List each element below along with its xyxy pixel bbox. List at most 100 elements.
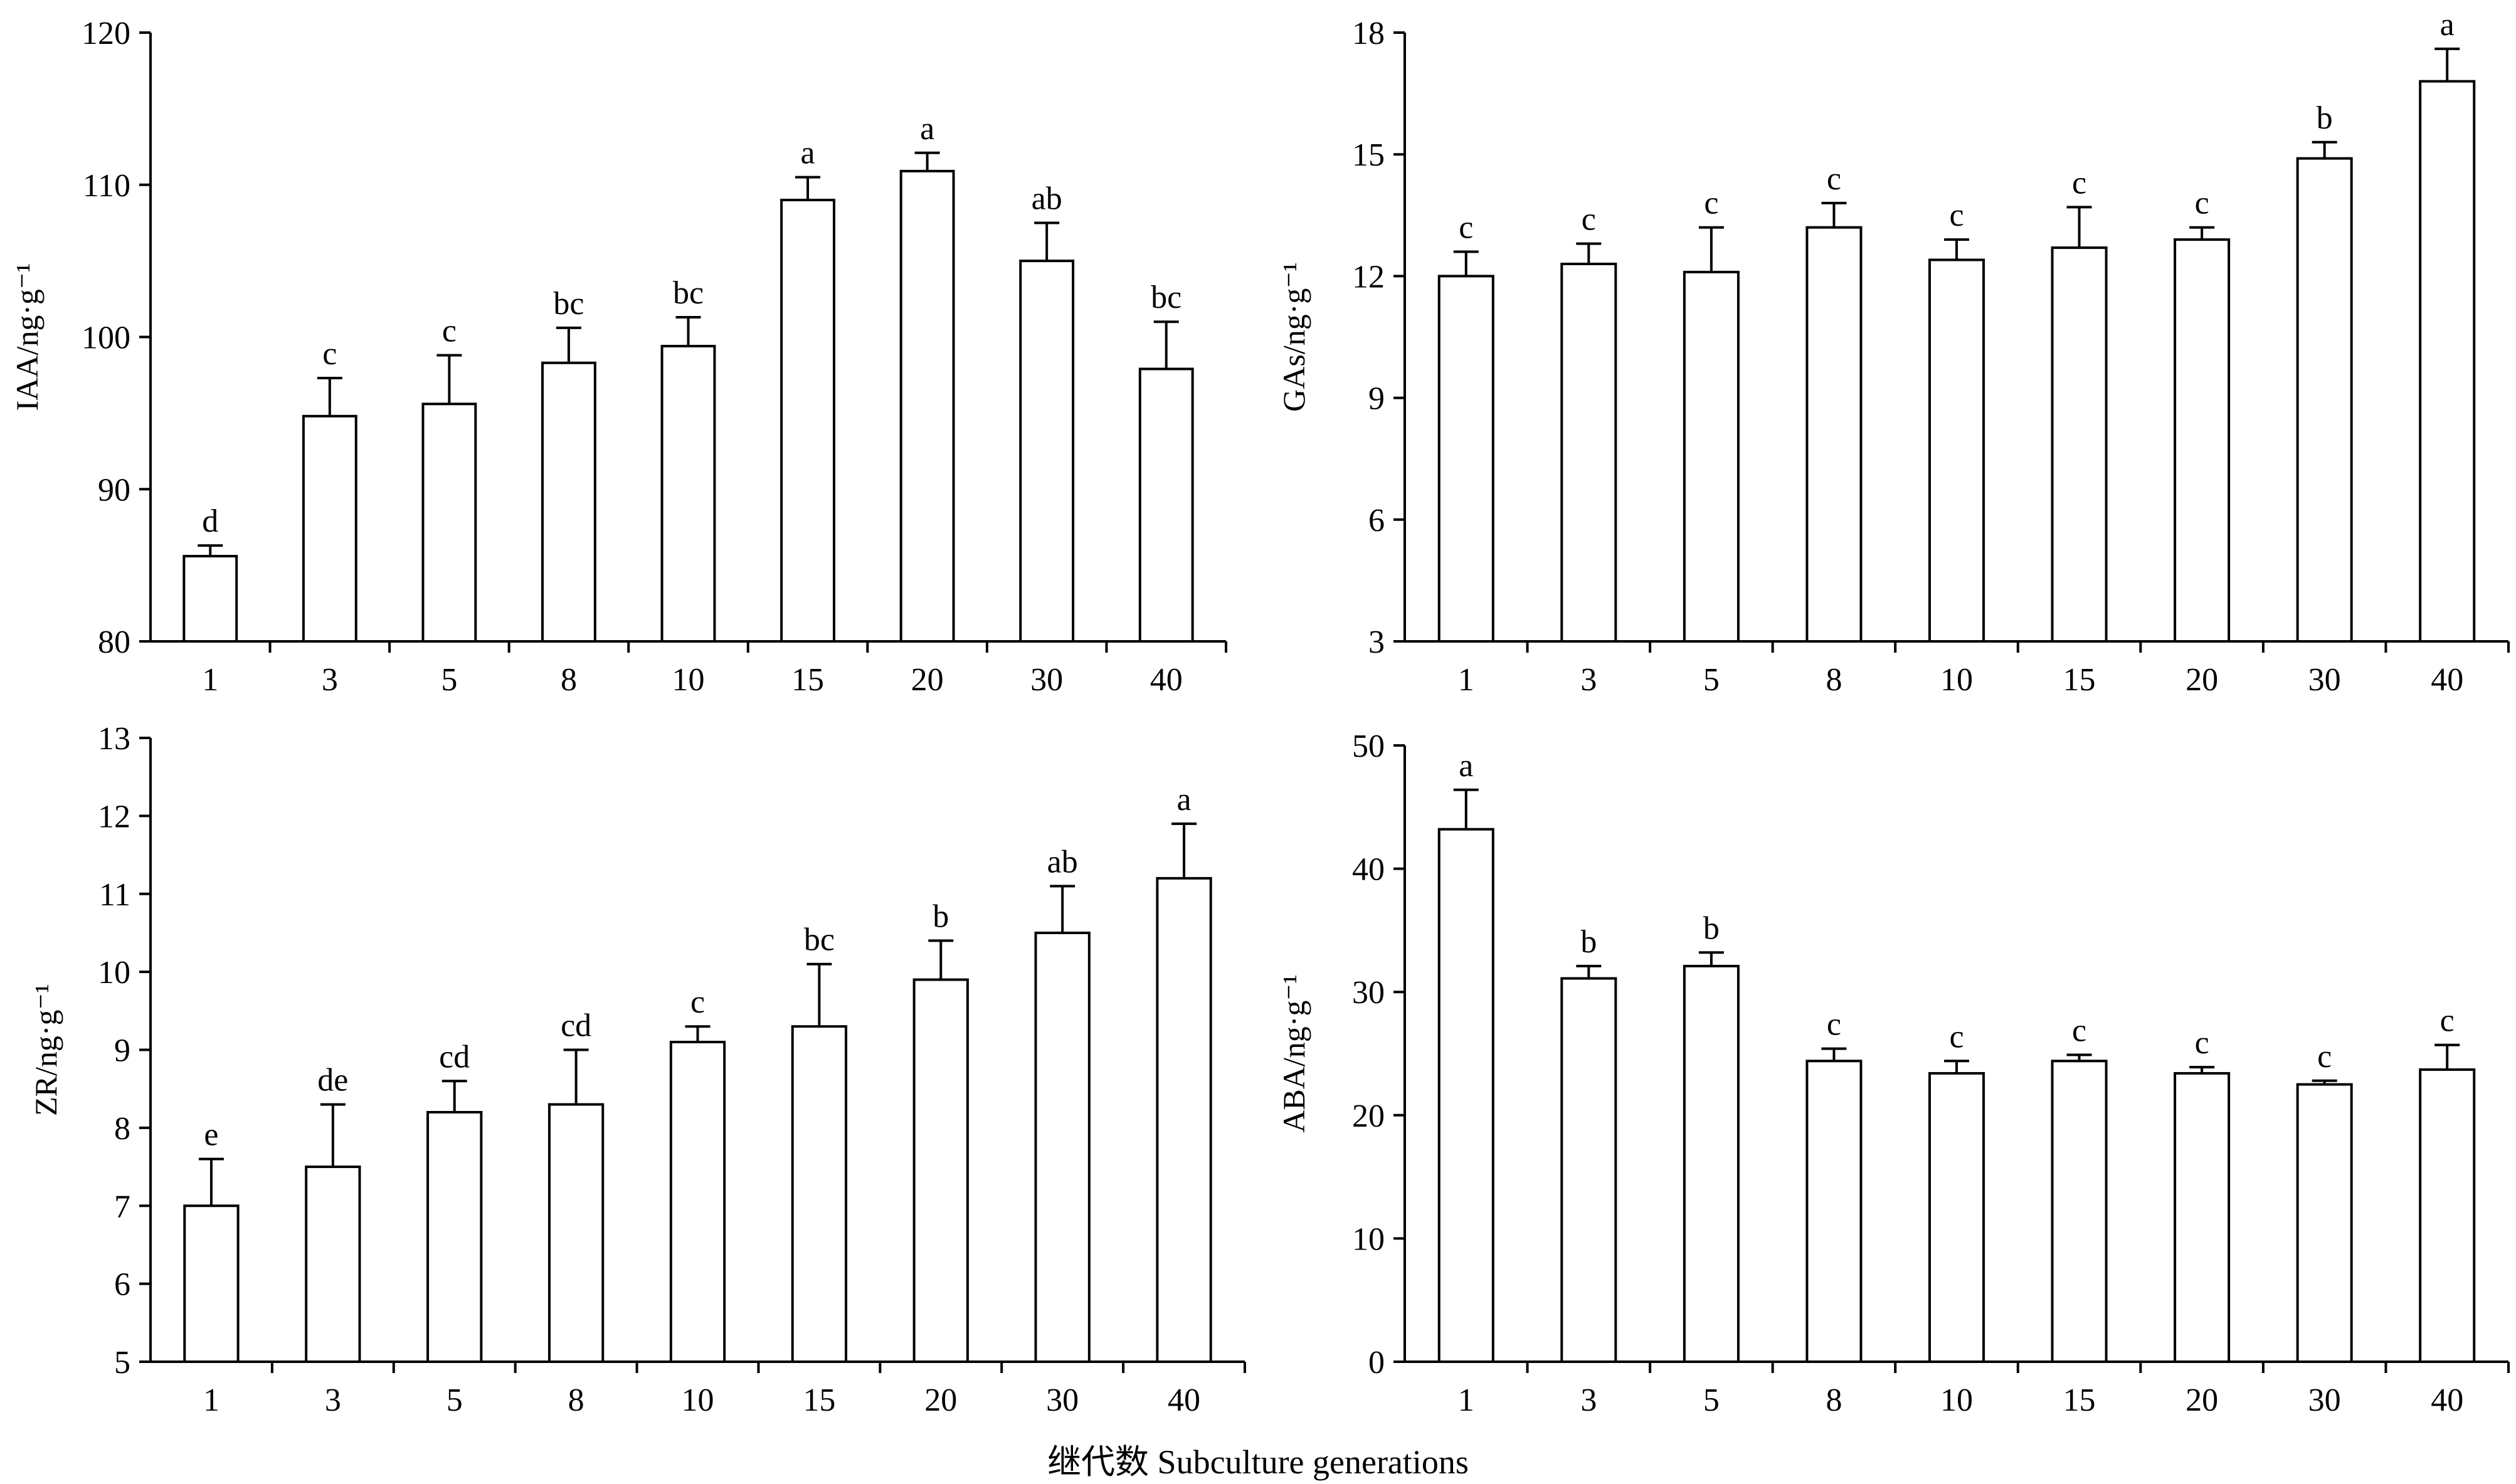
significance-label: c <box>1704 186 1718 221</box>
significance-label: c <box>1827 161 1841 197</box>
y-tick-label: 11 <box>99 877 130 913</box>
y-axis-title: IAA/ng·g⁻¹ <box>9 263 45 411</box>
y-tick-label: 12 <box>98 799 130 834</box>
x-tick-label: 20 <box>924 1382 957 1418</box>
significance-label: a <box>2440 7 2455 43</box>
x-tick-label: 15 <box>803 1382 835 1418</box>
significance-label: c <box>2072 1013 2086 1048</box>
bar-40 <box>2419 1068 2476 1363</box>
x-tick-label: 15 <box>791 662 824 698</box>
bar-3 <box>302 414 357 643</box>
bar-15 <box>791 1025 848 1363</box>
x-tick-label: 5 <box>1703 662 1720 698</box>
significance-label: bc <box>553 286 584 322</box>
y-tick-label: 7 <box>114 1189 130 1224</box>
significance-label: c <box>690 984 705 1020</box>
significance-label: c <box>1459 210 1473 246</box>
y-axis-title: ZR/ng·g⁻¹ <box>28 984 63 1116</box>
bar-20 <box>2174 1071 2231 1364</box>
bar-1 <box>1437 275 1494 643</box>
x-tick-label: 15 <box>2063 1382 2096 1418</box>
bar-15 <box>2051 1060 2108 1364</box>
bar-30 <box>1019 260 1075 643</box>
bar-8 <box>1805 226 1863 643</box>
x-tick-label: 1 <box>203 1382 219 1418</box>
x-tick-label: 30 <box>1046 1382 1079 1418</box>
y-tick-label: 8 <box>114 1111 130 1147</box>
y-tick-label: 6 <box>114 1267 130 1303</box>
y-tick-label: 10 <box>98 955 130 991</box>
chart-gas: 3 6 9 12 15 18 c 1 c 3 c 5 c 8 c 10 c 15 c 20 b 30 a 40 GAs/ng·g… <box>1276 7 2510 698</box>
significance-label: c <box>2440 1003 2455 1039</box>
significance-label: c <box>2072 165 2086 201</box>
bar-40 <box>1138 367 1194 643</box>
y-tick-label: 30 <box>1352 975 1385 1011</box>
y-tick-label: 100 <box>82 320 130 356</box>
x-tick-label: 1 <box>1458 1382 1474 1418</box>
significance-label: e <box>204 1117 218 1153</box>
y-tick-label: 10 <box>1352 1221 1385 1257</box>
significance-label: c <box>1582 202 1596 238</box>
bar-10 <box>660 345 716 643</box>
bar-3 <box>305 1166 361 1363</box>
significance-label: cd <box>439 1039 470 1075</box>
significance-label: c <box>442 313 457 349</box>
x-tick-label: 8 <box>1826 662 1842 698</box>
y-axis-title: ABA/ng·g⁻¹ <box>1276 974 1311 1133</box>
bar-15 <box>780 199 835 643</box>
y-tick-label: 12 <box>1352 259 1385 295</box>
x-tick-label: 40 <box>1150 662 1183 698</box>
y-tick-label: 5 <box>114 1345 130 1381</box>
x-tick-label: 10 <box>1940 1382 1973 1418</box>
x-tick-label: 1 <box>1458 662 1474 698</box>
bar-10 <box>1928 1071 1985 1364</box>
bar-5 <box>426 1111 483 1363</box>
significance-label: a <box>920 111 934 147</box>
x-tick-label: 20 <box>911 662 944 698</box>
x-axis-title: 继代数 Subculture generations <box>1047 1443 1469 1481</box>
significance-label: de <box>317 1063 348 1098</box>
x-tick-label: 20 <box>2186 1382 2218 1418</box>
y-tick-label: 13 <box>98 721 130 757</box>
significance-label: c <box>1949 197 1964 233</box>
y-tick-label: 9 <box>1368 381 1385 417</box>
significance-label: b <box>1703 910 1720 946</box>
x-tick-label: 3 <box>325 1382 341 1418</box>
x-tick-label: 30 <box>2308 1382 2341 1418</box>
significance-label: bc <box>1151 280 1181 315</box>
x-tick-label: 15 <box>2063 662 2096 698</box>
significance-label: a <box>1459 748 1473 784</box>
bar-30 <box>2296 1083 2353 1364</box>
bar-1 <box>182 555 238 643</box>
significance-label: ab <box>1032 181 1062 216</box>
x-tick-label: 10 <box>682 1382 714 1418</box>
significance-label: c <box>322 336 337 372</box>
y-tick-label: 3 <box>1368 624 1385 660</box>
significance-label: bc <box>673 275 704 311</box>
y-tick-label: 15 <box>1352 137 1385 173</box>
x-tick-label: 1 <box>202 662 218 698</box>
bar-8 <box>1805 1060 1863 1364</box>
x-tick-label: 8 <box>1826 1382 1842 1418</box>
significance-label: c <box>1827 1007 1841 1043</box>
bar-8 <box>541 361 596 643</box>
bar-1 <box>1437 828 1494 1363</box>
x-tick-label: 10 <box>672 662 705 698</box>
y-tick-label: 0 <box>1368 1345 1385 1381</box>
y-tick-label: 20 <box>1352 1098 1385 1134</box>
x-tick-label: 5 <box>447 1382 463 1418</box>
y-tick-label: 18 <box>1352 16 1385 51</box>
significance-label: ab <box>1047 844 1078 880</box>
bar-20 <box>912 978 969 1363</box>
significance-label: b <box>1580 924 1597 960</box>
x-tick-label: 40 <box>2431 1382 2463 1418</box>
y-axis-title: GAs/ng·g⁻¹ <box>1276 262 1311 412</box>
bar-5 <box>421 403 477 643</box>
chart-zr: 5 6 7 8 9 10 11 12 13 e 1 de 3 cd 5 cd 8 c 10 bc 15 b 20 ab 30 a 4… <box>28 721 1246 1418</box>
significance-label: c <box>2195 1025 2209 1061</box>
significance-label: b <box>2317 100 2333 136</box>
x-tick-label: 3 <box>322 662 338 698</box>
significance-label: c <box>2195 186 2209 221</box>
bar-3 <box>1560 977 1617 1363</box>
